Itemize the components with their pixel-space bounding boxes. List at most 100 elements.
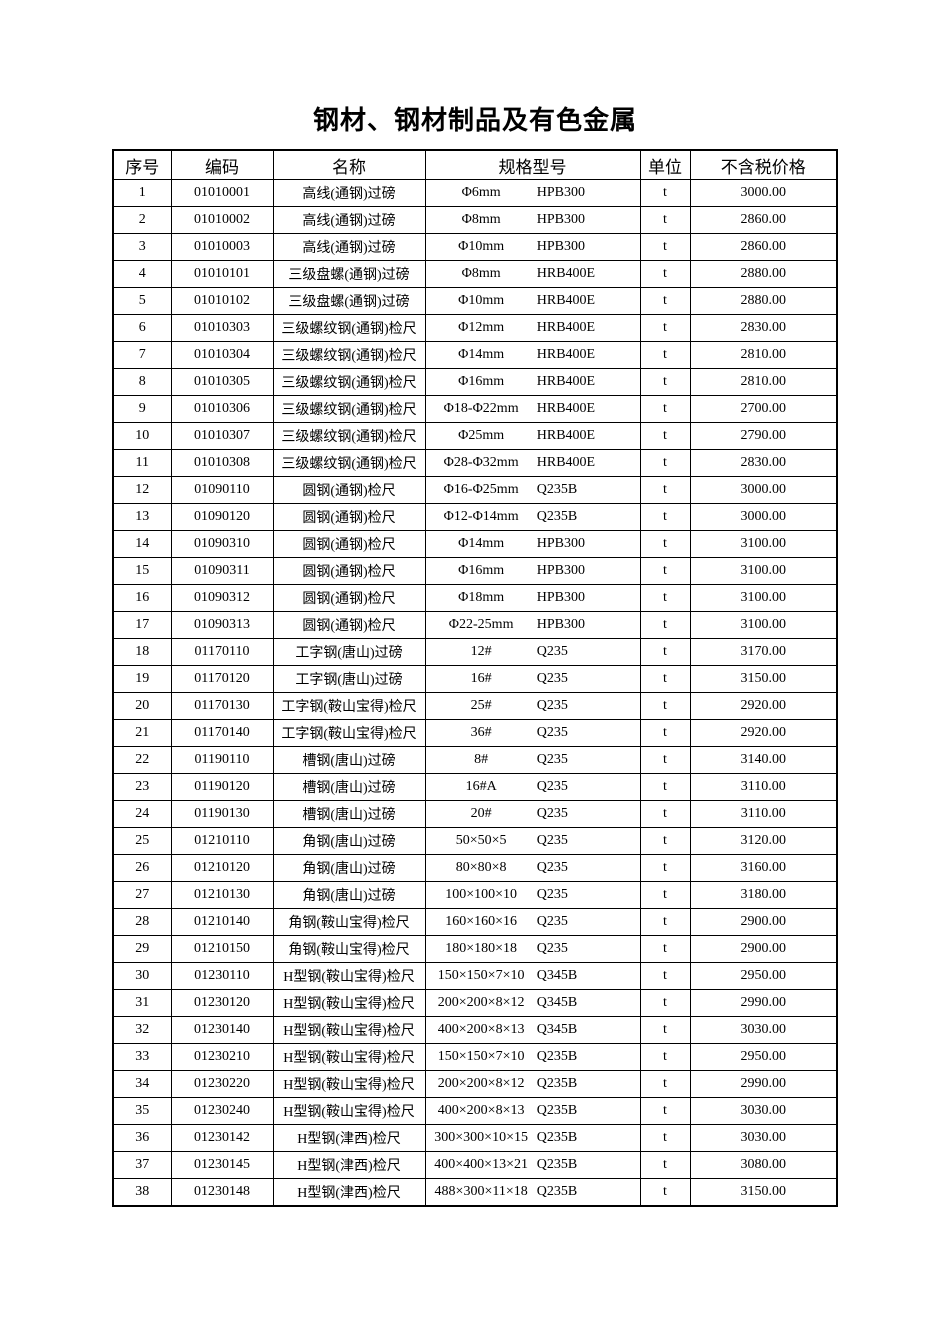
cell-specification: 400×200×8×13 Q235B [424, 1097, 641, 1125]
spec-wrapper: Φ18mm HPB300 [426, 590, 639, 606]
cell-material-name: 槽钢(唐山)过磅 [272, 746, 426, 774]
table-row: 19 01170120 工字钢(唐山)过磅 16# Q235 t 3150.00 [112, 665, 838, 693]
table-row: 4 01010101 三级盘螺(通钢)过磅 Φ8mm HRB400E t 288… [112, 260, 838, 288]
cell-code: 01170110 [170, 638, 274, 666]
cell-price: 2990.00 [689, 989, 838, 1017]
cell-material-name: 工字钢(唐山)过磅 [272, 638, 426, 666]
spec-size: 400×400×13×21 [434, 1157, 528, 1172]
table-row: 22 01190110 槽钢(唐山)过磅 8# Q235 t 3140.00 [112, 746, 838, 774]
cell-material-name: 圆钢(通钢)检尺 [272, 503, 426, 531]
column-header-unit: 单位 [639, 149, 691, 180]
cell-price: 3150.00 [689, 1178, 838, 1207]
steel-price-table: 序号 编码 名称 规格型号 单位 不含税价格 1 01010001 高线(通钢)… [112, 149, 838, 1207]
page-title: 钢材、钢材制品及有色金属 [312, 106, 637, 135]
spec-wrapper: Φ12-Φ14mm Q235B [426, 509, 639, 525]
cell-code: 01210140 [170, 908, 274, 936]
cell-material-name: 三级螺纹钢(通钢)检尺 [272, 341, 426, 369]
cell-specification: 300×300×10×15 Q235B [424, 1124, 641, 1152]
spec-size: Φ28-Φ32mm [443, 455, 519, 470]
cell-code: 01010101 [170, 260, 274, 288]
spec-wrapper: 16# Q235 [426, 671, 639, 687]
cell-price: 3170.00 [689, 638, 838, 666]
cell-price: 3110.00 [689, 773, 838, 801]
cell-material-name: H型钢(津西)检尺 [272, 1178, 426, 1207]
spec-wrapper: 80×80×8 Q235 [426, 860, 639, 876]
cell-serial-number: 19 [112, 665, 172, 693]
table-row: 30 01230110 H型钢(鞍山宝得)检尺 150×150×7×10 Q34… [112, 962, 838, 990]
cell-code: 01210130 [170, 881, 274, 909]
spec-grade: Q235 [536, 725, 568, 740]
cell-price: 3150.00 [689, 665, 838, 693]
spec-grade: HRB400E [536, 347, 596, 362]
table-row: 20 01170130 工字钢(鞍山宝得)检尺 25# Q235 t 2920.… [112, 692, 838, 720]
spec-wrapper: 12# Q235 [426, 644, 639, 660]
cell-unit: t [639, 854, 691, 882]
spec-grade: HRB400E [536, 428, 596, 443]
cell-code: 01010307 [170, 422, 274, 450]
cell-unit: t [639, 935, 691, 963]
cell-code: 01210150 [170, 935, 274, 963]
cell-serial-number: 5 [112, 287, 172, 315]
cell-unit: t [639, 800, 691, 828]
spec-size: Φ16mm [458, 374, 505, 389]
spec-wrapper: 50×50×5 Q235 [426, 833, 639, 849]
cell-material-name: 角钢(唐山)过磅 [272, 854, 426, 882]
spec-grade: Q235B [536, 1049, 578, 1064]
cell-price: 3160.00 [689, 854, 838, 882]
table-row: 37 01230145 H型钢(津西)检尺 400×400×13×21 Q235… [112, 1151, 838, 1179]
cell-code: 01230142 [170, 1124, 274, 1152]
cell-unit: t [639, 233, 691, 261]
spec-wrapper: Φ6mm HPB300 [426, 185, 639, 201]
cell-unit: t [639, 287, 691, 315]
cell-unit: t [639, 206, 691, 234]
cell-code: 01210110 [170, 827, 274, 855]
cell-material-name: H型钢(鞍山宝得)检尺 [272, 1097, 426, 1125]
cell-code: 01230140 [170, 1016, 274, 1044]
cell-price: 2900.00 [689, 908, 838, 936]
table-row: 8 01010305 三级螺纹钢(通钢)检尺 Φ16mm HRB400E t 2… [112, 368, 838, 396]
cell-price: 3000.00 [689, 503, 838, 531]
cell-code: 01190130 [170, 800, 274, 828]
cell-unit: t [639, 530, 691, 558]
spec-size: 200×200×8×12 [437, 995, 525, 1010]
spec-grade: HPB300 [536, 590, 585, 605]
cell-code: 01090110 [170, 476, 274, 504]
cell-serial-number: 25 [112, 827, 172, 855]
cell-material-name: H型钢(津西)检尺 [272, 1124, 426, 1152]
cell-price: 2860.00 [689, 233, 838, 261]
cell-specification: Φ25mm HRB400E [424, 422, 641, 450]
spec-wrapper: 488×300×11×18 Q235B [426, 1184, 639, 1200]
table-header: 序号 编码 名称 规格型号 单位 不含税价格 [112, 149, 838, 180]
cell-unit: t [639, 314, 691, 342]
spec-wrapper: 300×300×10×15 Q235B [426, 1130, 639, 1146]
cell-specification: Φ16-Φ25mm Q235B [424, 476, 641, 504]
spec-wrapper: 160×160×16 Q235 [426, 914, 639, 930]
cell-code: 01210120 [170, 854, 274, 882]
table-row: 18 01170110 工字钢(唐山)过磅 12# Q235 t 3170.00 [112, 638, 838, 666]
spec-wrapper: 20# Q235 [426, 806, 639, 822]
cell-unit: t [639, 719, 691, 747]
spec-size: Φ22-25mm [448, 617, 514, 632]
table-row: 16 01090312 圆钢(通钢)检尺 Φ18mm HPB300 t 3100… [112, 584, 838, 612]
spec-wrapper: 180×180×18 Q235 [426, 941, 639, 957]
spec-wrapper: Φ14mm HRB400E [426, 347, 639, 363]
cell-material-name: H型钢(鞍山宝得)检尺 [272, 1043, 426, 1071]
cell-unit: t [639, 989, 691, 1017]
spec-grade: Q345B [536, 995, 578, 1010]
cell-specification: Φ10mm HPB300 [424, 233, 641, 261]
cell-serial-number: 33 [112, 1043, 172, 1071]
cell-specification: 16#A Q235 [424, 773, 641, 801]
cell-code: 01190110 [170, 746, 274, 774]
cell-price: 2830.00 [689, 314, 838, 342]
cell-code: 01230145 [170, 1151, 274, 1179]
cell-serial-number: 3 [112, 233, 172, 261]
cell-serial-number: 29 [112, 935, 172, 963]
spec-grade: HPB300 [536, 563, 585, 578]
cell-material-name: H型钢(鞍山宝得)检尺 [272, 989, 426, 1017]
cell-material-name: 三级盘螺(通钢)过磅 [272, 287, 426, 315]
cell-price: 3120.00 [689, 827, 838, 855]
table-row: 36 01230142 H型钢(津西)检尺 300×300×10×15 Q235… [112, 1124, 838, 1152]
cell-serial-number: 6 [112, 314, 172, 342]
spec-size: 100×100×10 [445, 887, 518, 902]
